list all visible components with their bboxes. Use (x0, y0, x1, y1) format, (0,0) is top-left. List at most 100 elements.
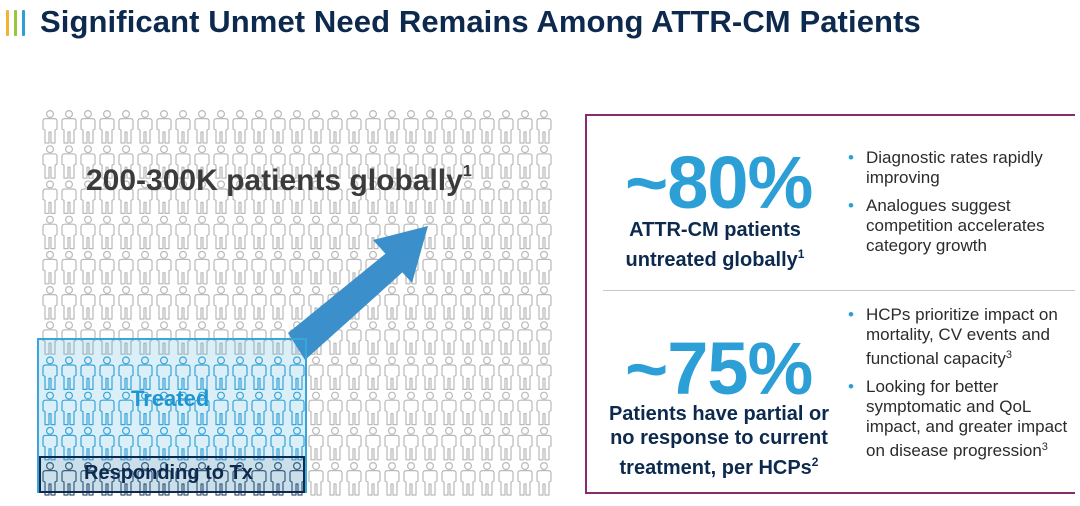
treated-label: Treated (131, 386, 210, 411)
person-icon (384, 391, 400, 426)
person-icon (498, 286, 514, 320)
person-icon (175, 250, 191, 285)
stat-response-bullets: HCPs prioritize impact on mortality, CV … (848, 305, 1070, 469)
person-icon (118, 215, 134, 250)
person-icon (517, 391, 533, 426)
person-icon (327, 250, 343, 285)
person-icon (517, 286, 533, 320)
bullet-item: HCPs prioritize impact on mortality, CV … (848, 305, 1070, 369)
person-icon (175, 215, 191, 250)
person-icon (403, 110, 419, 144)
person-icon (365, 321, 381, 355)
person-icon (460, 462, 476, 496)
person-icon (460, 356, 476, 390)
bullet-text: Analogues suggest competition accelerate… (866, 196, 1045, 255)
person-icon (498, 426, 514, 461)
person-icon (213, 250, 229, 285)
person-icon (479, 321, 495, 355)
person-icon (308, 110, 324, 144)
footnote-ref: 2 (811, 455, 819, 469)
accent-bar-orange (6, 10, 9, 36)
person-icon (251, 250, 267, 285)
person-icon (441, 426, 457, 461)
person-icon (346, 356, 362, 390)
person-icon (517, 145, 533, 179)
person-icon (118, 250, 134, 285)
person-icon (365, 110, 381, 144)
stat-untreated-bullets: Diagnostic rates rapidly improving Analo… (848, 148, 1070, 264)
person-icon (498, 321, 514, 355)
person-icon (99, 215, 115, 250)
person-icon (422, 321, 438, 355)
person-icon (536, 286, 552, 320)
person-icon (384, 426, 400, 461)
person-icon (213, 110, 229, 144)
bullet-item: Analogues suggest competition accelerate… (848, 196, 1070, 256)
person-icon (42, 286, 58, 320)
footnote-ref: 1 (797, 247, 805, 261)
person-icon (479, 180, 495, 214)
person-icon (346, 215, 362, 250)
person-icon (441, 462, 457, 496)
person-icon (175, 286, 191, 320)
person-icon (346, 391, 362, 426)
person-icon (403, 321, 419, 355)
person-icon (251, 110, 267, 144)
person-icon (479, 110, 495, 144)
person-icon (137, 110, 153, 144)
footnote-ref: 1 (462, 163, 472, 180)
bullet-item: Diagnostic rates rapidly improving (848, 148, 1070, 188)
person-icon (517, 110, 533, 144)
person-icon (42, 215, 58, 250)
person-icon (384, 110, 400, 144)
growth-arrow (288, 226, 428, 360)
person-icon (422, 286, 438, 320)
person-icon (327, 462, 343, 496)
person-icon (441, 321, 457, 355)
person-icon (346, 426, 362, 461)
person-icon (536, 391, 552, 426)
stats-divider (603, 290, 1075, 291)
person-icon (422, 356, 438, 390)
stat-response-caption: Patients have partial or no response to … (598, 402, 840, 480)
responding-highlight-box (39, 456, 305, 493)
person-icon (156, 110, 172, 144)
person-icon (384, 462, 400, 496)
person-icon (327, 110, 343, 144)
person-icon (232, 250, 248, 285)
person-icon (460, 110, 476, 144)
person-icon (460, 391, 476, 426)
page-title: Significant Unmet Need Remains Among ATT… (40, 4, 921, 39)
bullet-text: Looking for better symptomatic and QoL i… (866, 377, 1068, 460)
person-icon (498, 180, 514, 214)
person-icon (346, 462, 362, 496)
person-icon (251, 215, 267, 250)
person-icon (270, 286, 286, 320)
person-icon (289, 215, 305, 250)
person-icon (403, 462, 419, 496)
person-icon (479, 286, 495, 320)
person-icon (479, 426, 495, 461)
person-icon (498, 250, 514, 285)
person-icon (308, 391, 324, 426)
person-icon (137, 286, 153, 320)
person-icon (289, 250, 305, 285)
person-icon (479, 215, 495, 250)
person-icon (61, 145, 77, 179)
person-icon (289, 110, 305, 144)
person-icon (517, 462, 533, 496)
person-icon (536, 215, 552, 250)
person-icon (308, 215, 324, 250)
person-icon (194, 215, 210, 250)
person-icon (80, 110, 96, 144)
person-icon (118, 286, 134, 320)
person-icon (346, 110, 362, 144)
person-icon (479, 462, 495, 496)
stat-response-value: ~75% (625, 327, 813, 410)
footnote-ref: 3 (1041, 441, 1048, 453)
patients-globally-text: 200-300K patients globally (86, 164, 463, 197)
person-icon (441, 356, 457, 390)
person-icon (422, 110, 438, 144)
person-icon (61, 180, 77, 214)
